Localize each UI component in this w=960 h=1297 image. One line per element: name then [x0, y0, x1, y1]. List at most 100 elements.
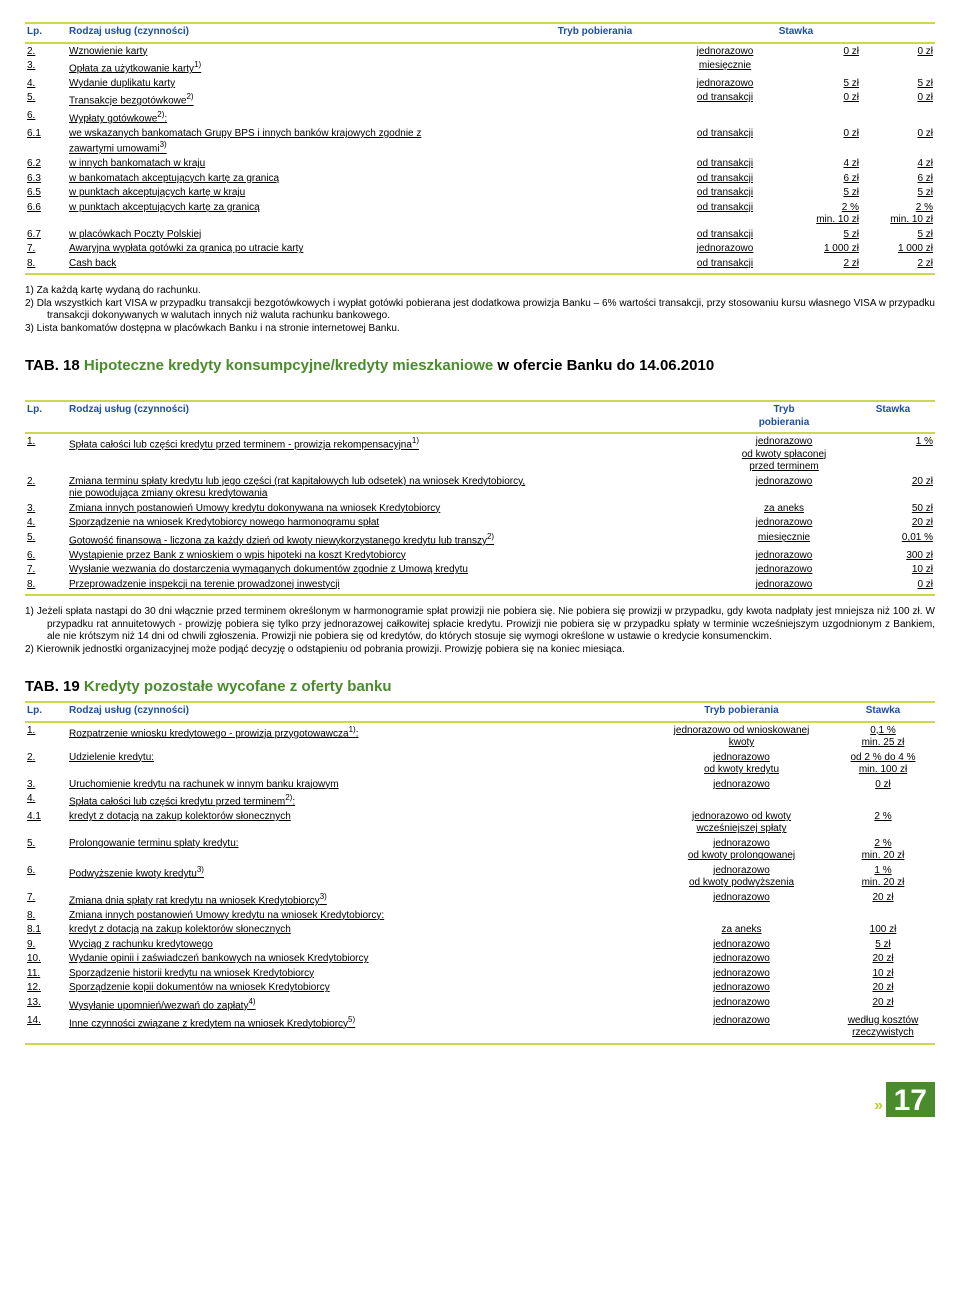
cell-s1: 2 %min. 10 zł	[787, 201, 861, 228]
page-footer: » 17	[25, 1073, 935, 1117]
chevron-icon: »	[874, 1097, 879, 1115]
col-tryb: Trybpobierania	[717, 403, 851, 430]
cell-name: Cash back	[67, 257, 663, 272]
cell-s2: 2 zł	[861, 257, 935, 272]
cell-lp: 14.	[25, 1014, 67, 1041]
table-row: 4.Spłata całości lub części kredytu prze…	[25, 792, 935, 810]
cell-tryb: od transakcji	[663, 228, 787, 243]
cell-s2: 6 zł	[861, 172, 935, 187]
table-row: 2.Udzielenie kredytu:jednorazowood kwoty…	[25, 751, 935, 778]
cell-name: Wznowienie karty	[67, 45, 663, 60]
cell-tryb: jednorazowo	[717, 563, 851, 578]
cell-stawka: 20 zł	[851, 475, 935, 502]
cell-lp: 12.	[25, 981, 67, 996]
table-1: Lp. Rodzaj usług (czynności) Tryb pobier…	[25, 25, 935, 40]
divider	[25, 400, 935, 402]
cell-stawka: 50 zł	[851, 502, 935, 517]
footnote: 2) Kierownik jednostki organizacyjnej mo…	[25, 644, 935, 657]
cell-lp: 1.	[25, 724, 67, 751]
table-row: 7.Awaryjna wypłata gotówki za granicą po…	[25, 242, 935, 257]
cell-name: Spłata całości lub części kredytu przed …	[67, 435, 717, 475]
cell-lp: 10.	[25, 952, 67, 967]
table-row: 4.Sporządzenie na wniosek Kredytobiorcy …	[25, 516, 935, 531]
divider	[25, 701, 935, 703]
cell-tryb: jednorazowo	[717, 475, 851, 502]
cell-name: Podwyższenie kwoty kredytu3)	[67, 864, 652, 891]
cell-tryb: jednorazowo	[652, 938, 831, 953]
cell-tryb: jednorazowo od wnioskowanejkwoty	[652, 724, 831, 751]
cell-lp: 4.	[25, 77, 67, 92]
table-row: 8.Cash backod transakcji2 zł2 zł	[25, 257, 935, 272]
cell-lp: 13.	[25, 996, 67, 1014]
cell-tryb: jednorazowo	[663, 45, 787, 60]
cell-name: Przeprowadzenie inspekcji na terenie pro…	[67, 578, 717, 593]
divider	[25, 594, 935, 596]
cell-tryb: jednorazowo	[652, 891, 831, 909]
col-lp: Lp.	[25, 25, 67, 40]
cell-stawka: 0,1 %min. 25 zł	[831, 724, 935, 751]
cell-lp: 5.	[25, 91, 67, 109]
cell-name: Wypłaty gotówkowe2):	[67, 109, 663, 127]
cell-tryb: jednorazowo	[663, 242, 787, 257]
cell-name: Sporządzenie kopii dokumentów na wniosek…	[67, 981, 652, 996]
cell-tryb: od transakcji	[663, 157, 787, 172]
cell-lp: 6.5	[25, 186, 67, 201]
cell-tryb: od transakcji	[663, 91, 787, 109]
table-3-body: 1.Rozpatrzenie wniosku kredytowego - pro…	[25, 724, 935, 1041]
table-row: 5.Transakcje bezgotówkowe2)od transakcji…	[25, 91, 935, 109]
table-row: 5.Gotowość finansowa - liczona za każdy …	[25, 531, 935, 549]
cell-name: Zmiana innych postanowień Umowy kredytu …	[67, 909, 652, 924]
cell-stawka: 100 zł	[831, 923, 935, 938]
cell-lp: 3.	[25, 502, 67, 517]
footnote: 1) Jeżeli spłata nastąpi do 30 dni włącz…	[25, 606, 935, 644]
cell-name: Transakcje bezgotówkowe2)	[67, 91, 663, 109]
cell-tryb: miesięcznie	[663, 59, 787, 77]
divider	[25, 721, 935, 723]
cell-s2: 0 zł	[861, 91, 935, 109]
table-row: 7.Zmiana dnia spłaty rat kredytu na wnio…	[25, 891, 935, 909]
col-rodzaj: Rodzaj usług (czynności)	[67, 403, 717, 430]
table-row: 2.Zmiana terminu spłaty kredytu lub jego…	[25, 475, 935, 502]
cell-stawka: 20 zł	[831, 996, 935, 1014]
cell-name: w punktach akceptujących kartę w kraju	[67, 186, 663, 201]
cell-name: Opłata za użytkowanie karty1)	[67, 59, 663, 77]
cell-stawka	[831, 792, 935, 810]
heading-tab18: TAB. 18 Hipoteczne kredyty konsumpcyjne/…	[25, 357, 935, 374]
cell-name: Uruchomienie kredytu na rachunek w innym…	[67, 778, 652, 793]
cell-s1: 5 zł	[787, 228, 861, 243]
col-lp: Lp.	[25, 704, 67, 719]
cell-lp: 7.	[25, 891, 67, 909]
cell-name: Wyciąg z rachunku kredytowego	[67, 938, 652, 953]
table-1-notes: 1) Za każdą kartę wydaną do rachunku.2) …	[25, 285, 935, 335]
cell-stawka: 1 %min. 20 zł	[831, 864, 935, 891]
cell-stawka: 20 zł	[851, 516, 935, 531]
cell-name: Zmiana dnia spłaty rat kredytu na wniose…	[67, 891, 652, 909]
table-row: 6.5w punktach akceptujących kartę w kraj…	[25, 186, 935, 201]
cell-tryb: jednorazowo	[652, 996, 831, 1014]
cell-name: Spłata całości lub części kredytu przed …	[67, 792, 652, 810]
table-row: 5.Prolongowanie terminu spłaty kredytu:j…	[25, 837, 935, 864]
cell-stawka: 0,01 %	[851, 531, 935, 549]
cell-stawka: 2 %	[831, 810, 935, 837]
cell-name: Wydanie opinii i zaświadczeń bankowych n…	[67, 952, 652, 967]
table-row: 6.Wystąpienie przez Bank z wnioskiem o w…	[25, 549, 935, 564]
cell-name: Prolongowanie terminu spłaty kredytu:	[67, 837, 652, 864]
cell-lp: 2.	[25, 475, 67, 502]
cell-stawka: 5 zł	[831, 938, 935, 953]
cell-stawka: 1 %	[851, 435, 935, 475]
cell-s1: 4 zł	[787, 157, 861, 172]
cell-tryb	[652, 792, 831, 810]
cell-tryb: jednorazowo	[652, 952, 831, 967]
table-2-body: 1.Spłata całości lub części kredytu prze…	[25, 435, 935, 592]
cell-tryb: od transakcji	[663, 257, 787, 272]
cell-lp: 8.1	[25, 923, 67, 938]
cell-s2	[861, 109, 935, 127]
cell-tryb: jednorazowo	[652, 1014, 831, 1041]
cell-tryb: jednorazowo	[717, 516, 851, 531]
col-lp: Lp.	[25, 403, 67, 430]
col-stawka: Stawka	[851, 403, 935, 430]
cell-name: kredyt z dotacją na zakup kolektorów sło…	[67, 923, 652, 938]
cell-s1: 6 zł	[787, 172, 861, 187]
heading-tail: w ofercie Banku do 14.06.2010	[493, 357, 714, 374]
table-row: 8.Zmiana innych postanowień Umowy kredyt…	[25, 909, 935, 924]
